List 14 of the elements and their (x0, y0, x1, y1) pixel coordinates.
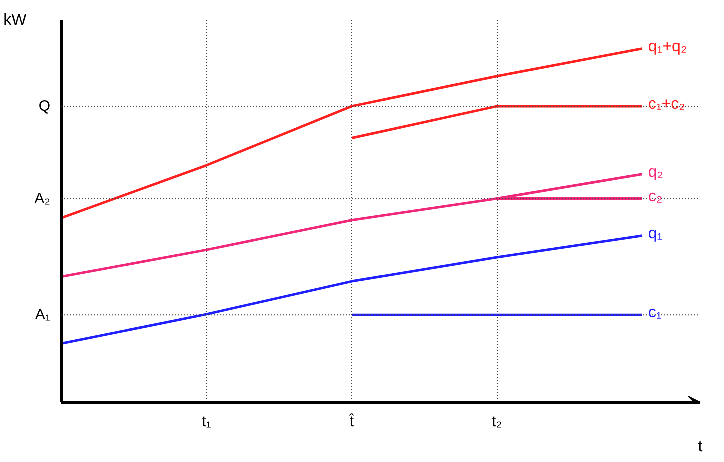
series-label: c₂ (648, 188, 663, 206)
x-tick-label: t₁ (202, 414, 212, 430)
ref-line-label: Q (38, 98, 51, 115)
ref-line-label: A₂ (34, 190, 51, 208)
series-label: q₁ (648, 225, 663, 242)
series-label: c₁ (648, 304, 662, 322)
series-label: q₂ (648, 164, 664, 181)
x-tick-label: t̂ (348, 413, 355, 430)
y-axis-title: kW (4, 12, 28, 29)
x-axis-title: t (698, 438, 704, 456)
x-tick-label: t₂ (492, 414, 502, 430)
series-label: c₁+c₂ (648, 96, 686, 113)
ref-line-label: A₁ (35, 306, 51, 324)
series-label: q₁+q₂ (648, 38, 688, 56)
